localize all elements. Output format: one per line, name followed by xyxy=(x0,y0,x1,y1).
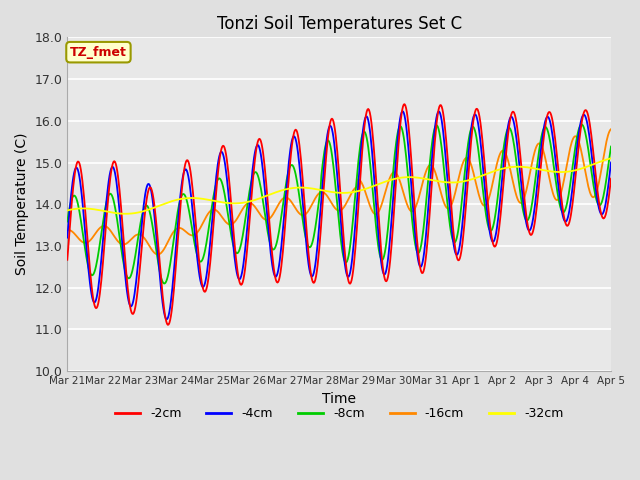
Text: TZ_fmet: TZ_fmet xyxy=(70,46,127,59)
Title: Tonzi Soil Temperatures Set C: Tonzi Soil Temperatures Set C xyxy=(216,15,461,33)
X-axis label: Time: Time xyxy=(322,392,356,406)
Y-axis label: Soil Temperature (C): Soil Temperature (C) xyxy=(15,133,29,276)
Legend: -2cm, -4cm, -8cm, -16cm, -32cm: -2cm, -4cm, -8cm, -16cm, -32cm xyxy=(110,402,568,425)
